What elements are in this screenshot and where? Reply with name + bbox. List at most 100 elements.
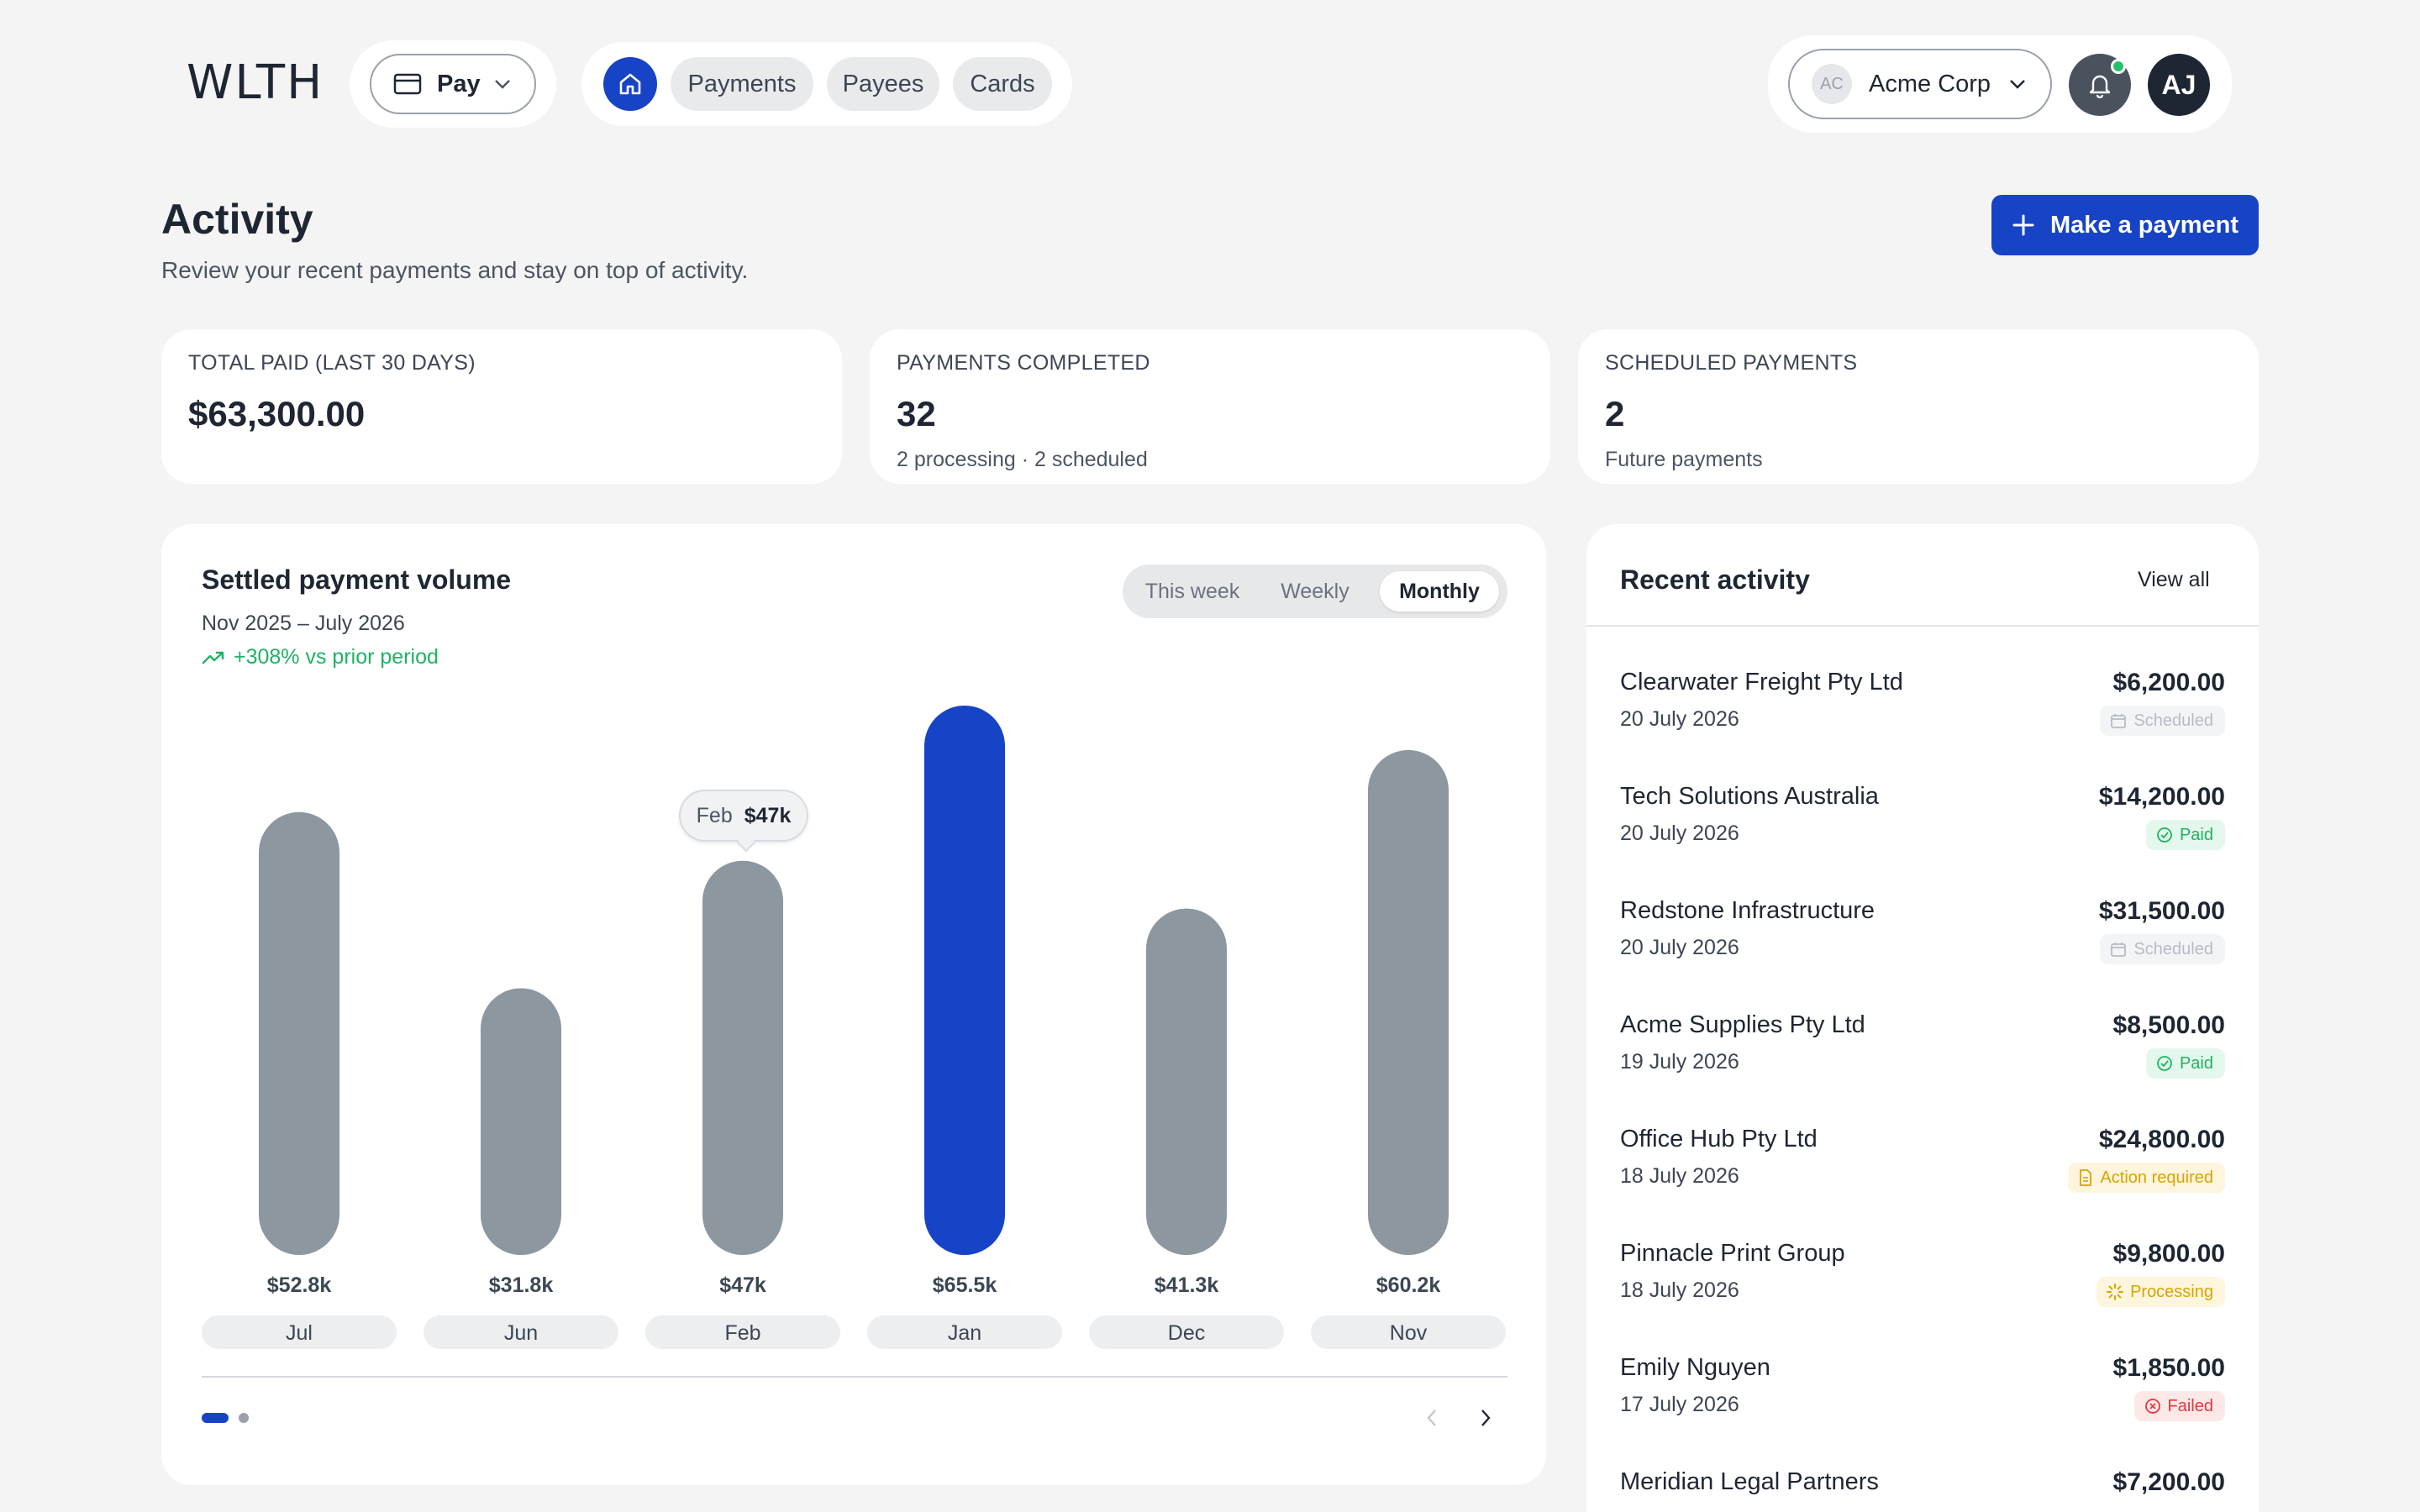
status-badge: Processing — [2096, 1277, 2225, 1307]
make-payment-button[interactable]: Make a payment — [1991, 195, 2259, 255]
status-label: Failed — [2167, 1396, 2213, 1415]
category-pill — [645, 1315, 840, 1349]
payee-name: Pinnacle Print Group — [1620, 1240, 1845, 1267]
chevron-down-icon — [2010, 80, 2025, 89]
payee-name: Clearwater Freight Pty Ltd — [1620, 669, 1903, 696]
bar-jul[interactable] — [259, 811, 339, 1255]
bar-nov[interactable] — [1368, 749, 1449, 1255]
payment-date: 17 July 2026 — [1620, 1393, 1739, 1416]
status-label: Scheduled — [2133, 711, 2213, 730]
home-button[interactable] — [603, 57, 657, 111]
payment-date: 18 July 2026 — [1620, 1278, 1739, 1302]
org-switcher[interactable]: AC Acme Corp — [1788, 49, 2052, 119]
bar-value-label: $41.3k — [1155, 1273, 1219, 1297]
payment-date: 18 July 2026 — [1620, 1164, 1739, 1188]
make-payment-label: Make a payment — [2049, 211, 2239, 239]
stat-value: 2 — [1605, 394, 1625, 433]
stat-label: TOTAL PAID (LAST 30 DAYS) — [188, 351, 476, 375]
org-name: Acme Corp — [1869, 70, 1991, 97]
payment-amount: $6,200.00 — [2112, 669, 2225, 696]
payment-amount: $9,800.00 — [2112, 1240, 2225, 1268]
bar-value-label: $52.8k — [267, 1273, 332, 1297]
status-badge: Failed — [2133, 1391, 2225, 1421]
payee-name: Redstone Infrastructure — [1620, 897, 1876, 924]
chart-tooltip: Feb $47k — [679, 790, 808, 842]
page-subtitle: Review your recent payments and stay on … — [161, 257, 749, 283]
category-pill — [1311, 1315, 1506, 1349]
notifications-button[interactable] — [2069, 54, 2131, 116]
stat-label: PAYMENTS COMPLETED — [897, 351, 1150, 375]
recent-activity-panel: Recent activity View all Clearwater Frei… — [1586, 524, 2259, 1512]
tooltip-month: Feb — [696, 803, 733, 827]
chart-range: Nov 2025 – July 2026 — [202, 612, 405, 635]
tooltip-value: $47k — [744, 803, 792, 827]
status-label: Paid — [2179, 825, 2213, 844]
stat-note: Future payments — [1605, 448, 1763, 471]
category-pill — [867, 1315, 1062, 1349]
stat-card-total-paid: TOTAL PAID (LAST 30 DAYS) $63,300.00 — [161, 329, 842, 484]
org-avatar: AC — [1812, 64, 1852, 104]
payment-date: 20 July 2026 — [1620, 936, 1739, 959]
page-title: Activity — [161, 196, 313, 243]
stat-value: 32 — [897, 394, 936, 433]
activity-row[interactable]: Meridian Legal Partners $7,200.00 — [1620, 1468, 2225, 1512]
segment-monthly[interactable]: Monthly — [1380, 571, 1499, 612]
activity-row[interactable]: Redstone Infrastructure $31,500.00 20 July… — [1620, 897, 2225, 998]
prev-button[interactable] — [1417, 1403, 1447, 1433]
user-avatar[interactable]: AJ — [2148, 54, 2210, 116]
activity-row[interactable]: Pinnacle Print Group $9,800.00 18 July 202… — [1620, 1240, 2225, 1341]
payment-amount: $8,500.00 — [2112, 1011, 2225, 1039]
category-pill — [202, 1315, 397, 1349]
payment-amount: $14,200.00 — [2098, 783, 2225, 811]
view-all-link[interactable]: View all — [2138, 568, 2210, 591]
calendar-icon — [2111, 942, 2127, 957]
chart-trend: +308% vs prior period — [202, 645, 439, 669]
pay-dropdown-button[interactable]: Pay — [370, 54, 536, 114]
activity-row[interactable]: Clearwater Freight Pty Ltd $6,200.00 20 Ju… — [1620, 669, 2225, 769]
payee-name: Tech Solutions Australia — [1620, 783, 1879, 810]
chart-title: Settled payment volume — [202, 564, 512, 595]
chevron-left-icon — [1427, 1410, 1436, 1426]
payment-amount: $7,200.00 — [2112, 1468, 2225, 1496]
check-circle-icon — [2157, 1056, 2172, 1071]
bar-feb[interactable] — [702, 860, 783, 1255]
segment-weekly[interactable]: Weekly — [1281, 579, 1349, 603]
payee-name: Emily Nguyen — [1620, 1354, 1770, 1381]
main-nav: Payments Payees Cards — [581, 42, 1072, 126]
stat-card-payments-completed: PAYMENTS COMPLETED 32 2 processing · 2 s… — [870, 329, 1550, 484]
nav-cards[interactable]: Cards — [953, 57, 1052, 111]
x-circle-icon — [2144, 1399, 2160, 1414]
category-label: Dec — [1168, 1321, 1205, 1345]
loader-icon — [2107, 1284, 2124, 1300]
nav-payees[interactable]: Payees — [827, 57, 939, 111]
payment-amount: $24,800.00 — [2098, 1126, 2225, 1153]
category-pill — [424, 1315, 618, 1349]
segment-this-week[interactable]: This week — [1144, 579, 1240, 603]
activity-row[interactable]: Acme Supplies Pty Ltd $8,500.00 19 July 20… — [1620, 1011, 2225, 1112]
settled-volume-card: Settled payment volume Nov 2025 – July 2… — [161, 524, 1546, 1485]
stat-label: SCHEDULED PAYMENTS — [1605, 351, 1858, 375]
period-toggle: This week Weekly Monthly — [1123, 564, 1507, 618]
payment-date: 20 July 2026 — [1620, 822, 1739, 845]
recent-divider — [1586, 625, 2259, 627]
app-logo[interactable]: WLTH — [187, 55, 324, 110]
activity-row[interactable]: Tech Solutions Australia $14,200.00 20 Jul… — [1620, 783, 2225, 884]
pager-dot-active[interactable] — [202, 1413, 229, 1423]
category-pill — [1089, 1315, 1284, 1349]
bar-jun[interactable] — [481, 988, 561, 1255]
bell-icon — [2089, 75, 2111, 98]
pager-dot[interactable] — [239, 1413, 249, 1423]
status-badge: Scheduled — [2100, 706, 2225, 736]
pay-label: Pay — [437, 70, 481, 97]
next-button[interactable] — [1470, 1403, 1501, 1433]
status-label: Processing — [2130, 1282, 2213, 1301]
payment-amount: $1,850.00 — [2112, 1354, 2225, 1382]
nav-payments[interactable]: Payments — [671, 57, 813, 111]
activity-row[interactable]: Office Hub Pty Ltd $24,800.00 18 July 2026… — [1620, 1126, 2225, 1226]
status-badge: Paid — [2145, 1048, 2225, 1079]
bar-dec[interactable] — [1146, 908, 1227, 1255]
category-label: Nov — [1390, 1321, 1428, 1345]
activity-row[interactable]: Emily Nguyen $1,850.00 17 July 2026 Failed — [1620, 1354, 2225, 1455]
account-group: AC Acme Corp AJ — [1768, 35, 2232, 133]
bar-jan[interactable] — [924, 706, 1005, 1255]
